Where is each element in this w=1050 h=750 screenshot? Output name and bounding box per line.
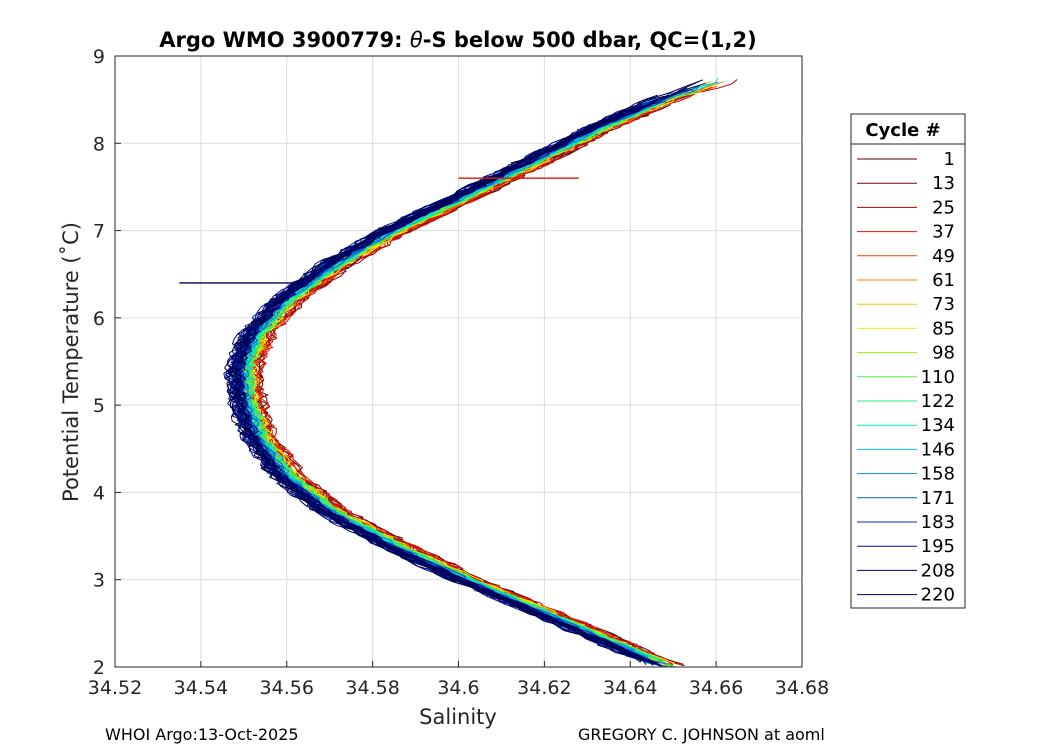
legend-entry-label: 195 (921, 536, 955, 557)
cycle-profile-195 (223, 97, 649, 658)
x-tick-label: 34.54 (174, 677, 228, 699)
y-tick-label: 8 (93, 133, 105, 155)
x-tick-label: 34.64 (603, 677, 657, 699)
y-axis-label: Potential Temperature (˚C) (59, 222, 83, 502)
y-tick-label: 2 (93, 657, 105, 679)
x-tick-label: 34.66 (689, 677, 743, 699)
legend-entry-label: 122 (921, 391, 955, 412)
legend-entry-label: 13 (932, 173, 955, 194)
x-tick-label: 34.62 (517, 677, 571, 699)
legend-entry-label: 61 (932, 270, 955, 291)
legend-entry-label: 25 (932, 197, 955, 218)
x-tick-label: 34.6 (437, 677, 479, 699)
y-tick-label: 9 (93, 46, 105, 68)
x-axis-label: Salinity (419, 705, 497, 729)
chart-title: Argo WMO 3900779: θ-S below 500 dbar, QC… (159, 28, 756, 52)
legend-entry-label: 146 (921, 439, 955, 460)
legend-entry-label: 98 (932, 343, 955, 364)
legend-entry-label: 208 (921, 560, 955, 581)
legend-entry-label: 134 (921, 415, 955, 436)
legend: Cycle # 1 13 25 37 49 61 73 85 98 110 122 134 146 158… (850, 113, 966, 609)
x-tick-label: 34.58 (345, 677, 399, 699)
footer-right: GREGORY C. JOHNSON at aoml (578, 725, 825, 744)
legend-entry-label: 171 (921, 488, 955, 509)
cycle-profile-220 (233, 82, 706, 660)
profiles-layer (179, 77, 738, 668)
x-tick-label: 34.56 (260, 677, 314, 699)
chart-title-part: -S below 500 dbar, QC=(1,2) (423, 28, 757, 52)
chart-title-theta: θ (410, 28, 423, 52)
legend-entry-label: 158 (921, 464, 955, 485)
legend-entry-label: 1 (944, 149, 955, 170)
axes: 34.52 34.54 34.56 34.58 34.6 34.62 34.64 34.66 3… (88, 46, 829, 699)
y-tick-label: 4 (93, 482, 105, 504)
x-tick-label: 34.68 (775, 677, 829, 699)
y-tick-label: 6 (93, 308, 105, 330)
legend-entry-label: 183 (921, 512, 955, 533)
footer-left: WHOI Argo:13-Oct-2025 (105, 725, 299, 744)
chart-title-part: Argo WMO 3900779: (159, 28, 410, 52)
legend-entry-label: 220 (921, 585, 955, 606)
x-tick-label: 34.52 (88, 677, 142, 699)
legend-entry-label: 73 (932, 294, 955, 315)
y-tick-label: 3 (93, 570, 105, 592)
legend-entry-label: 110 (921, 367, 955, 388)
legend-title: Cycle # (865, 120, 940, 141)
legend-entry-label: 37 (932, 222, 955, 243)
legend-entry-label: 85 (932, 318, 955, 339)
y-tick-label: 7 (93, 221, 105, 243)
legend-entry-label: 49 (932, 246, 955, 267)
legend-box (850, 113, 966, 609)
y-tick-label: 5 (93, 395, 105, 417)
cycle-profile-220 (224, 79, 704, 665)
